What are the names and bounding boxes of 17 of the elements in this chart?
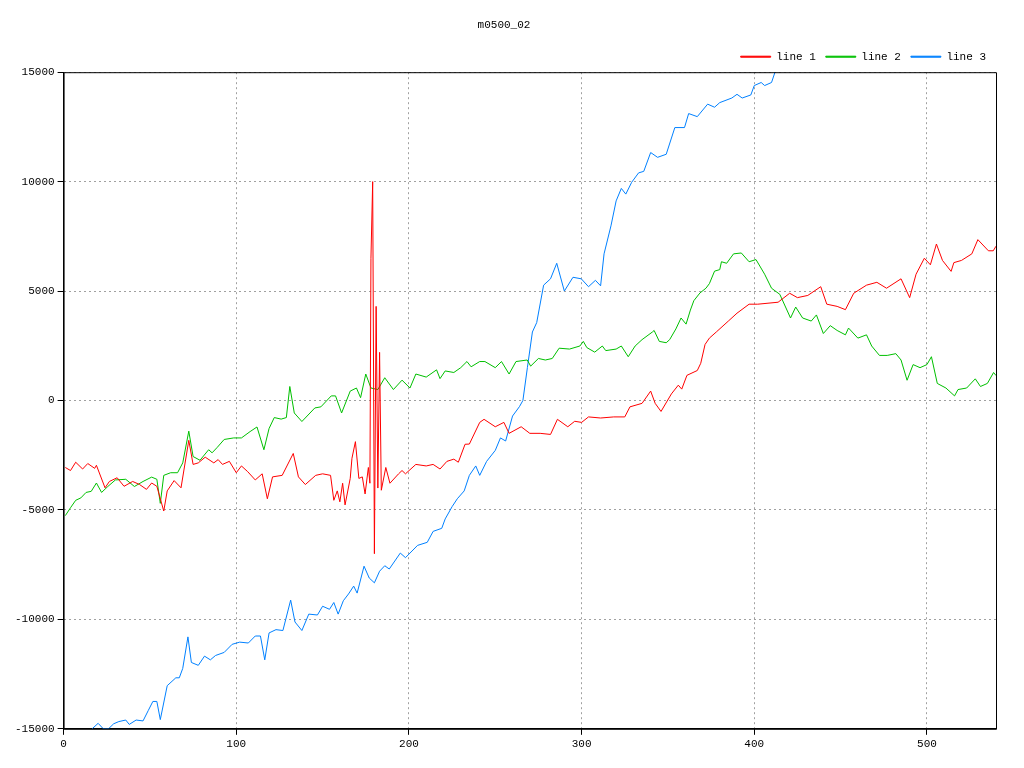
y-tick-label: -15000 xyxy=(15,722,55,735)
y-tick-label: 5000 xyxy=(28,284,55,297)
legend-label: line 2 xyxy=(861,50,901,63)
y-tick-label: 15000 xyxy=(21,66,55,79)
x-tick-label: 200 xyxy=(399,738,419,751)
chart-title: m0500_02 xyxy=(477,18,531,31)
legend-label: line 3 xyxy=(946,50,986,63)
y-tick-label: 0 xyxy=(48,394,55,407)
x-tick-label: 0 xyxy=(60,738,67,751)
x-tick-label: 300 xyxy=(571,738,592,751)
x-tick-label: 100 xyxy=(226,738,247,751)
y-tick-label: -10000 xyxy=(15,613,55,626)
legend-label: line 1 xyxy=(776,50,817,63)
x-tick-label: 400 xyxy=(744,738,765,751)
x-tick-label: 500 xyxy=(917,738,937,751)
y-tick-label: -5000 xyxy=(21,503,55,516)
y-tick-label: 10000 xyxy=(21,175,55,188)
